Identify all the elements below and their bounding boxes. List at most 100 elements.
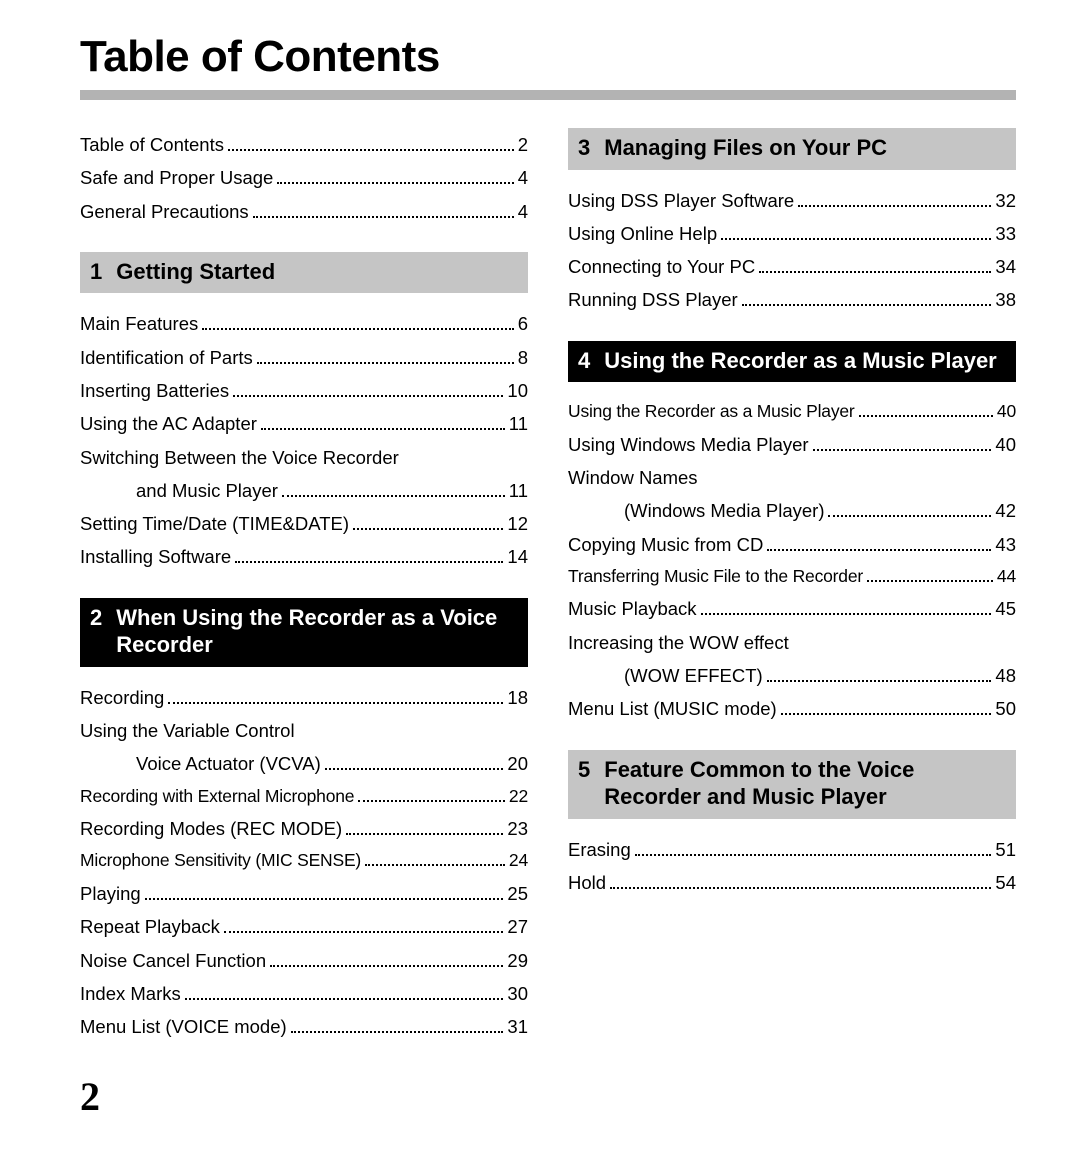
toc-entry: (WOW EFFECT)48 xyxy=(568,659,1016,692)
toc-label: Using Windows Media Player xyxy=(568,428,809,461)
toc-page: 25 xyxy=(507,877,528,910)
toc-label: Installing Software xyxy=(80,540,231,573)
page-title: Table of Contents xyxy=(80,32,1016,82)
toc-page: 11 xyxy=(509,474,528,507)
toc-page: 48 xyxy=(995,659,1016,692)
toc-page: 40 xyxy=(997,396,1016,428)
toc-entry: Index Marks30 xyxy=(80,977,528,1010)
toc-entry: Window Names xyxy=(568,461,1016,494)
toc-entry: Connecting to Your PC34 xyxy=(568,250,1016,283)
toc-leader xyxy=(813,449,992,451)
section-4: 4 Using the Recorder as a Music Player U… xyxy=(568,341,1016,726)
toc-page: 33 xyxy=(995,217,1016,250)
toc-label: General Precautions xyxy=(80,195,249,228)
toc-page: 20 xyxy=(507,747,528,780)
toc-label: Erasing xyxy=(568,833,631,866)
toc-label: Menu List (VOICE mode) xyxy=(80,1010,287,1043)
toc-entry: Using the AC Adapter11 xyxy=(80,407,528,440)
toc-page: 10 xyxy=(507,374,528,407)
toc-entry: Using the Variable Control xyxy=(80,714,528,747)
toc-label: Microphone Sensitivity (MIC SENSE) xyxy=(80,845,361,877)
toc-label: Using the Recorder as a Music Player xyxy=(568,396,855,428)
toc-page: 14 xyxy=(507,540,528,573)
toc-page: 31 xyxy=(507,1010,528,1043)
toc-entry: Music Playback45 xyxy=(568,592,1016,625)
toc-page: 2 xyxy=(518,128,528,161)
page: Table of Contents Table of Contents 2 Safe… xyxy=(0,0,1080,1107)
toc-leader xyxy=(767,549,991,551)
section-number: 2 xyxy=(90,604,102,659)
toc-entry: Playing25 xyxy=(80,877,528,910)
toc-label: Repeat Playback xyxy=(80,910,220,943)
toc-leader xyxy=(610,887,991,889)
toc-label: Voice Actuator (VCVA) xyxy=(80,747,321,780)
toc-page: 40 xyxy=(995,428,1016,461)
toc-leader xyxy=(701,613,992,615)
left-column: Table of Contents 2 Safe and Proper Usage 4… xyxy=(80,128,528,1067)
toc-leader xyxy=(828,515,991,517)
toc-page: 54 xyxy=(995,866,1016,899)
toc-page: 42 xyxy=(995,494,1016,527)
toc-leader xyxy=(759,271,991,273)
toc-entry: Voice Actuator (VCVA) 20 xyxy=(80,747,528,780)
toc-leader xyxy=(859,415,993,417)
toc-page: 22 xyxy=(509,781,528,813)
toc-leader xyxy=(798,205,991,207)
toc-leader xyxy=(233,395,503,397)
horizontal-rule xyxy=(80,90,1016,100)
toc-leader xyxy=(282,495,505,497)
toc-label: Safe and Proper Usage xyxy=(80,161,273,194)
section-number: 4 xyxy=(578,347,590,375)
toc-page: 30 xyxy=(507,977,528,1010)
columns: Table of Contents 2 Safe and Proper Usage 4… xyxy=(80,128,1016,1067)
toc-leader xyxy=(346,833,503,835)
toc-leader xyxy=(291,1031,504,1033)
section-title: Managing Files on Your PC xyxy=(604,134,1006,162)
toc-page: 12 xyxy=(507,507,528,540)
toc-entry: Using DSS Player Software32 xyxy=(568,184,1016,217)
toc-page: 38 xyxy=(995,283,1016,316)
toc-entry: (Windows Media Player)42 xyxy=(568,494,1016,527)
toc-entry: Identification of Parts8 xyxy=(80,341,528,374)
toc-page: 8 xyxy=(518,341,528,374)
toc-leader xyxy=(277,182,513,184)
section-number: 3 xyxy=(578,134,590,162)
toc-entry: Table of Contents 2 xyxy=(80,128,528,161)
toc-entry: Repeat Playback 27 xyxy=(80,910,528,943)
toc-leader xyxy=(185,998,504,1000)
toc-entry: Increasing the WOW effect xyxy=(568,626,1016,659)
toc-entry: Hold54 xyxy=(568,866,1016,899)
toc-page: 43 xyxy=(995,528,1016,561)
toc-label: Table of Contents xyxy=(80,128,224,161)
toc-page: 4 xyxy=(518,161,528,194)
toc-leader xyxy=(253,216,514,218)
toc-entry: Erasing51 xyxy=(568,833,1016,866)
toc-leader xyxy=(270,965,503,967)
toc-leader xyxy=(202,328,513,330)
toc-leader xyxy=(168,702,503,704)
toc-leader xyxy=(257,362,514,364)
section-number: 1 xyxy=(90,258,102,286)
toc-label: Connecting to Your PC xyxy=(568,250,755,283)
toc-label: Using DSS Player Software xyxy=(568,184,794,217)
toc-page: 24 xyxy=(509,845,528,877)
toc-page: 27 xyxy=(507,910,528,943)
toc-entry: Transferring Music File to the Recorder4… xyxy=(568,561,1016,593)
section-title: Feature Common to the Voice Recorder and… xyxy=(604,756,1006,811)
toc-entry: Menu List (VOICE mode) 31 xyxy=(80,1010,528,1043)
toc-entry: Setting Time/Date (TIME&DATE)12 xyxy=(80,507,528,540)
toc-label: Using Online Help xyxy=(568,217,717,250)
section-number: 5 xyxy=(578,756,590,811)
toc-page: 23 xyxy=(507,812,528,845)
right-column: 3 Managing Files on Your PC Using DSS Pl… xyxy=(568,128,1016,1067)
toc-leader xyxy=(742,304,992,306)
toc-label: Main Features xyxy=(80,307,198,340)
toc-label: Copying Music from CD xyxy=(568,528,763,561)
section-title: Using the Recorder as a Music Player xyxy=(604,347,1006,375)
section-title: Getting Started xyxy=(116,258,518,286)
toc-entry: Noise Cancel Function29 xyxy=(80,944,528,977)
section-4-heading: 4 Using the Recorder as a Music Player xyxy=(568,341,1016,383)
toc-page: 4 xyxy=(518,195,528,228)
toc-label: Menu List (MUSIC mode) xyxy=(568,692,777,725)
toc-entry: General Precautions 4 xyxy=(80,195,528,228)
